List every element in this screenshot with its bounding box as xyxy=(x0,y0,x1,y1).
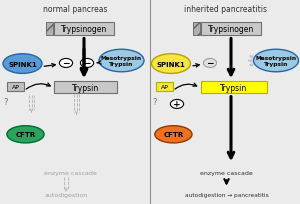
Ellipse shape xyxy=(99,50,144,72)
Bar xyxy=(46,23,53,36)
Bar xyxy=(193,23,200,36)
Text: AP: AP xyxy=(160,85,168,90)
Text: Mesotrypsin
Trypsin: Mesotrypsin Trypsin xyxy=(255,56,297,67)
Text: SPINK1: SPINK1 xyxy=(8,61,37,67)
Text: Trypsin: Trypsin xyxy=(72,83,99,92)
Text: enzyme cascade: enzyme cascade xyxy=(200,170,253,175)
Text: Trypsin: Trypsin xyxy=(220,83,248,92)
Text: −: − xyxy=(62,59,70,68)
Ellipse shape xyxy=(152,54,190,74)
FancyBboxPatch shape xyxy=(156,83,173,92)
Text: −: − xyxy=(206,59,214,68)
FancyBboxPatch shape xyxy=(54,23,114,36)
Text: enzyme cascade: enzyme cascade xyxy=(44,170,97,175)
Text: AP: AP xyxy=(12,85,20,90)
Text: ?: ? xyxy=(4,98,8,107)
Text: Trypsinogen: Trypsinogen xyxy=(61,25,107,34)
FancyBboxPatch shape xyxy=(7,83,24,92)
Text: Mesotrypsin
Trypsin: Mesotrypsin Trypsin xyxy=(101,56,142,67)
Ellipse shape xyxy=(3,54,42,74)
Text: ?: ? xyxy=(153,98,157,107)
FancyBboxPatch shape xyxy=(201,82,267,94)
Text: CFTR: CFTR xyxy=(163,132,184,138)
Text: autodigestion → pancreatitis: autodigestion → pancreatitis xyxy=(184,192,268,197)
Text: Trypsinogen: Trypsinogen xyxy=(208,25,254,34)
FancyBboxPatch shape xyxy=(201,23,261,36)
Text: SPINK1: SPINK1 xyxy=(157,61,185,67)
Text: autodigestion: autodigestion xyxy=(44,192,88,197)
Ellipse shape xyxy=(155,126,192,143)
Text: CFTR: CFTR xyxy=(15,132,36,138)
Circle shape xyxy=(80,59,94,68)
Ellipse shape xyxy=(7,126,44,143)
FancyBboxPatch shape xyxy=(54,82,117,94)
Ellipse shape xyxy=(254,50,298,72)
Text: normal pancreas: normal pancreas xyxy=(43,5,107,14)
Circle shape xyxy=(59,59,73,68)
Text: inherited pancreatitis: inherited pancreatitis xyxy=(184,5,266,14)
Text: +: + xyxy=(173,100,181,109)
Text: −: − xyxy=(83,59,91,68)
Circle shape xyxy=(203,59,217,68)
Circle shape xyxy=(170,100,184,109)
